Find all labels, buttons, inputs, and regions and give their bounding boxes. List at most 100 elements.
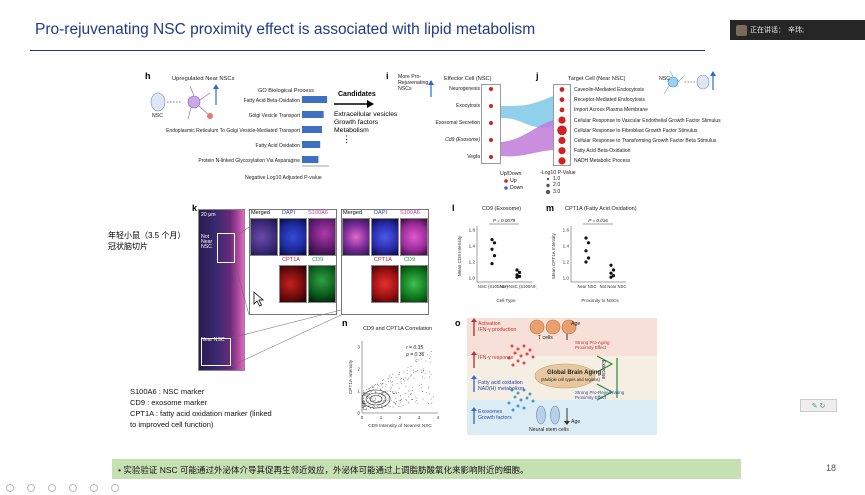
- plot-point: [609, 271, 613, 275]
- candidates-heading: Candidates: [338, 91, 376, 98]
- plot-point: [515, 268, 519, 272]
- target-dots: [557, 87, 567, 165]
- prev-slide-icon[interactable]: [6, 484, 14, 492]
- pen-icon[interactable]: [48, 484, 56, 492]
- scatter-point: [427, 387, 429, 389]
- go-bar: [302, 96, 328, 103]
- scatter-point: [392, 384, 394, 386]
- scatter-point: [399, 394, 401, 396]
- plot-point: [492, 254, 497, 258]
- annotation-toolbar-icon[interactable]: ✎ ↻: [800, 399, 837, 412]
- scatter-point: [423, 377, 425, 379]
- scatter-point: [379, 401, 381, 403]
- scatter-r: r = 0.35: [406, 345, 423, 351]
- scatter-point: [374, 384, 376, 385]
- scatter-point: [387, 377, 389, 379]
- plot-point: [586, 256, 591, 260]
- scatter-x-tick: 4: [437, 415, 440, 420]
- pvalue-level-1: 1.0: [553, 176, 561, 182]
- scatter-point: [390, 380, 391, 382]
- marker-note-line: CD9 : exosome marker: [130, 398, 208, 407]
- scatter-point: [407, 378, 409, 380]
- scatter-point: [363, 391, 365, 393]
- scatter-point: [391, 381, 393, 383]
- next-slide-icon[interactable]: [27, 484, 35, 492]
- scatter-point: [396, 382, 398, 384]
- up-arrow-icon: [428, 80, 434, 97]
- candidate-item: Metabolism: [334, 127, 369, 134]
- scatter-point: [382, 392, 384, 394]
- scatter-point: [363, 390, 364, 392]
- density-contour: [369, 395, 383, 403]
- scatter-point: [374, 402, 376, 404]
- k-channel-label: Merged: [343, 210, 362, 216]
- scatter-point: [380, 384, 382, 386]
- scatter-point: [413, 371, 414, 373]
- scatter-point: [417, 402, 419, 404]
- o-growth-factors: Growth factors: [478, 415, 512, 421]
- scatter-point: [400, 402, 402, 404]
- scatter-point: [375, 398, 377, 400]
- plot-point: [490, 247, 494, 251]
- scatter-point: [392, 406, 394, 408]
- scatter-point: [382, 391, 384, 393]
- more-options-icon[interactable]: [111, 484, 119, 492]
- scatter-point: [406, 399, 408, 401]
- effector-item: Vegfa: [467, 154, 480, 160]
- go-term-label: Endoplasmic Reticulum To Golgi Vesicle-M…: [166, 128, 300, 134]
- scatter-point: [383, 392, 385, 393]
- plot-y-tick: 1.6: [563, 228, 570, 233]
- plot-point: [584, 260, 588, 264]
- scatter-point: [364, 401, 366, 403]
- scatter-point: [374, 400, 375, 402]
- k-channel-label: CD9: [404, 257, 416, 263]
- scatter-point: [425, 360, 427, 362]
- scatter-point: [364, 406, 366, 407]
- scatter-point: [368, 405, 370, 407]
- scatter-point: [412, 386, 414, 388]
- target-cell-diagram: [663, 70, 716, 95]
- zoom-icon[interactable]: [90, 484, 98, 492]
- scatter-point: [375, 391, 377, 393]
- plot-point: [609, 263, 613, 267]
- scatter-point: [392, 390, 394, 392]
- speaking-label: 正在讲话：: [750, 27, 785, 34]
- panel-j-letter: j: [536, 71, 539, 81]
- panel-h-heading: Upregulated Near NSCs: [172, 76, 235, 82]
- summary-bullet-text: • 实验验证 NSC 可能通过外泌体介导其促再生邻近效应，外泌体可能通过上调脂肪…: [118, 465, 529, 475]
- scatter-point: [404, 392, 406, 394]
- scatter-point: [410, 375, 411, 377]
- k-scale-main: 20 μm: [201, 212, 216, 218]
- candidates-list: Extracellular vesicles Growth factors Meta…: [334, 111, 397, 135]
- scatter-point: [372, 386, 374, 388]
- panel-h-letter: h: [145, 71, 151, 81]
- scatter-point: [393, 393, 395, 395]
- scatter-point: [380, 382, 382, 384]
- scatter-point: [398, 387, 400, 389]
- scatter-point: [425, 391, 427, 393]
- go-axis-tick: 4: [318, 167, 321, 168]
- scatter-point: [382, 407, 384, 409]
- scatter-point: [364, 409, 366, 411]
- target-dot: [557, 125, 567, 136]
- scatter-point: [365, 408, 367, 410]
- scatter-point: [392, 374, 394, 376]
- scatter-point: [365, 392, 367, 394]
- scatter-point: [415, 396, 417, 398]
- slides-overview-icon[interactable]: [69, 484, 77, 492]
- scatter-rho: ρ = 0.36: [405, 352, 425, 358]
- o-exercise: Exercise: [600, 360, 606, 380]
- marker-note-line: to improved cell function): [130, 420, 214, 429]
- panel-j-nsc-label: NSC: [659, 76, 670, 82]
- scatter-point: [370, 395, 372, 397]
- scatter-point: [408, 396, 410, 398]
- scatter-point: [378, 400, 379, 402]
- o-nsc: Neural stem cells: [529, 427, 569, 433]
- scatter-point: [363, 404, 365, 406]
- plot-xlabel: Cell Type: [496, 298, 516, 303]
- scatter-point: [367, 400, 369, 402]
- plot-y-tick: 1.6: [469, 228, 476, 233]
- scatter-point: [421, 384, 422, 385]
- presentation-toolbar[interactable]: [0, 481, 865, 495]
- scatter-point: [392, 392, 394, 394]
